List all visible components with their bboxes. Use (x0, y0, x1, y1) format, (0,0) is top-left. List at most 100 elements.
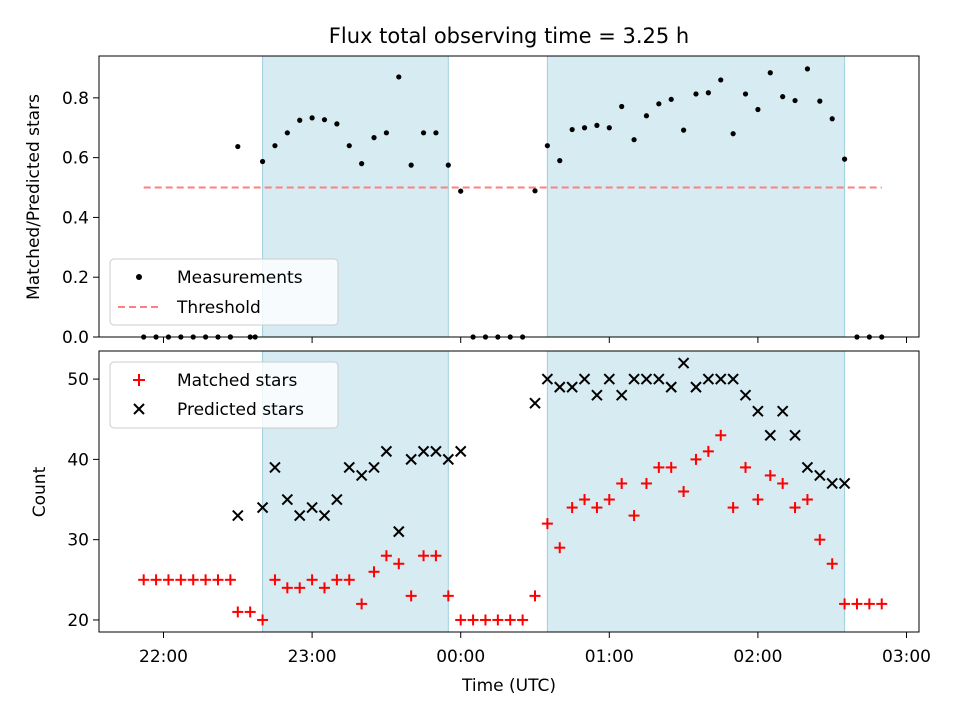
matched-point (257, 614, 269, 626)
matched-point (665, 461, 677, 473)
predicted-point (417, 445, 430, 458)
y-tick-label: 40 (67, 450, 89, 470)
observing-window (262, 350, 449, 633)
predicted-point (343, 461, 355, 474)
measurement-point (272, 143, 278, 149)
measurement-point (631, 137, 637, 143)
y-tick-label: 0.4 (62, 208, 89, 228)
matched-point (212, 574, 224, 586)
predicted-point (727, 373, 739, 385)
predicted-point (232, 509, 244, 522)
predicted-point (331, 493, 343, 506)
measurement-point (557, 158, 563, 164)
matched-point (715, 429, 727, 441)
measurement-point (619, 103, 625, 110)
legend-marker-matched (133, 374, 145, 386)
predicted-point (256, 501, 269, 514)
predicted-point (281, 493, 294, 506)
predicted-point (578, 373, 591, 385)
measurement-point (804, 66, 811, 72)
matched-point (529, 590, 541, 602)
measurement-point (433, 130, 439, 136)
matched-point (393, 558, 405, 570)
measurement-point (817, 98, 823, 104)
measurement-point (581, 125, 588, 131)
y-axis-ticks-top: 0.0 0.2 0.4 0.6 0.8 (62, 89, 99, 348)
matched-point (224, 574, 236, 586)
matched-point (418, 550, 430, 562)
predicted-point (541, 373, 554, 385)
predicted-point (318, 509, 331, 522)
legend-box-bottom (109, 361, 339, 429)
matched-point (232, 606, 244, 618)
matched-point (727, 502, 739, 514)
matched-point (175, 574, 187, 586)
predicted-point (814, 469, 826, 482)
matched-point (826, 558, 838, 570)
predicted-point (355, 469, 368, 482)
matched-point (628, 510, 640, 522)
predicted-point (306, 501, 318, 514)
predicted-point (442, 453, 455, 466)
measurement-point (718, 77, 724, 83)
predicted-point (554, 381, 566, 393)
matched-point (244, 606, 256, 618)
matched-point (653, 461, 665, 473)
matched-point (541, 518, 553, 530)
predicted-point (430, 445, 442, 458)
matched-point (863, 598, 875, 610)
chart-title: Flux total observing time = 3.25 h (329, 24, 689, 48)
plot-frame-top (98, 55, 920, 338)
matched-point (851, 598, 863, 610)
y-tick-label: 20 (67, 611, 89, 631)
x-tick-label: 22:00 (139, 647, 188, 667)
measurement-point (346, 143, 352, 149)
y-tick-label: 0.0 (62, 328, 89, 348)
measurement-point (767, 70, 773, 76)
predicted-point (690, 381, 702, 393)
predicted-point (591, 389, 603, 401)
matched-point (504, 614, 516, 626)
measurement-point (309, 115, 315, 121)
measurement-point (408, 162, 414, 168)
measurement-point (383, 130, 389, 136)
measurement-point (371, 135, 377, 141)
measurement-point (742, 91, 749, 97)
predicted-point (789, 429, 801, 442)
predicted-point (677, 357, 690, 369)
matched-point (603, 494, 615, 506)
matched-point (492, 614, 504, 626)
y-axis-ticks-bottom: 20 30 40 50 (67, 370, 99, 631)
measurement-point (284, 130, 290, 136)
legend-label-measurements: Measurements (177, 268, 303, 288)
predicted-point (566, 381, 578, 393)
matched-point (777, 477, 789, 489)
predicted-point (368, 461, 380, 474)
x-axis-label: Time (UTC) (461, 676, 556, 696)
matched-point (740, 461, 752, 473)
matched-point (269, 574, 281, 586)
y-axis-label-bottom: Count (30, 466, 50, 517)
predicted-point (801, 461, 814, 474)
predicted-point (715, 373, 727, 385)
matched-point (479, 614, 491, 626)
measurement-point (681, 127, 687, 133)
matched-point (801, 494, 813, 506)
matched-point (281, 582, 293, 594)
matched-point (467, 614, 479, 626)
matched-point (517, 614, 529, 626)
measurement-point (755, 106, 761, 113)
matched-point (294, 582, 306, 594)
measurement-point (544, 143, 550, 149)
observing-window (546, 55, 846, 338)
legend-top: Measurements Threshold (109, 258, 339, 326)
observing-window (546, 350, 846, 633)
legend-bottom: Matched stars Predicted stars (109, 361, 339, 429)
measurement-point (458, 188, 464, 194)
measurement-point (321, 117, 328, 123)
matched-point (442, 590, 454, 602)
y-tick-label: 30 (67, 531, 89, 551)
measurement-point (606, 125, 612, 131)
